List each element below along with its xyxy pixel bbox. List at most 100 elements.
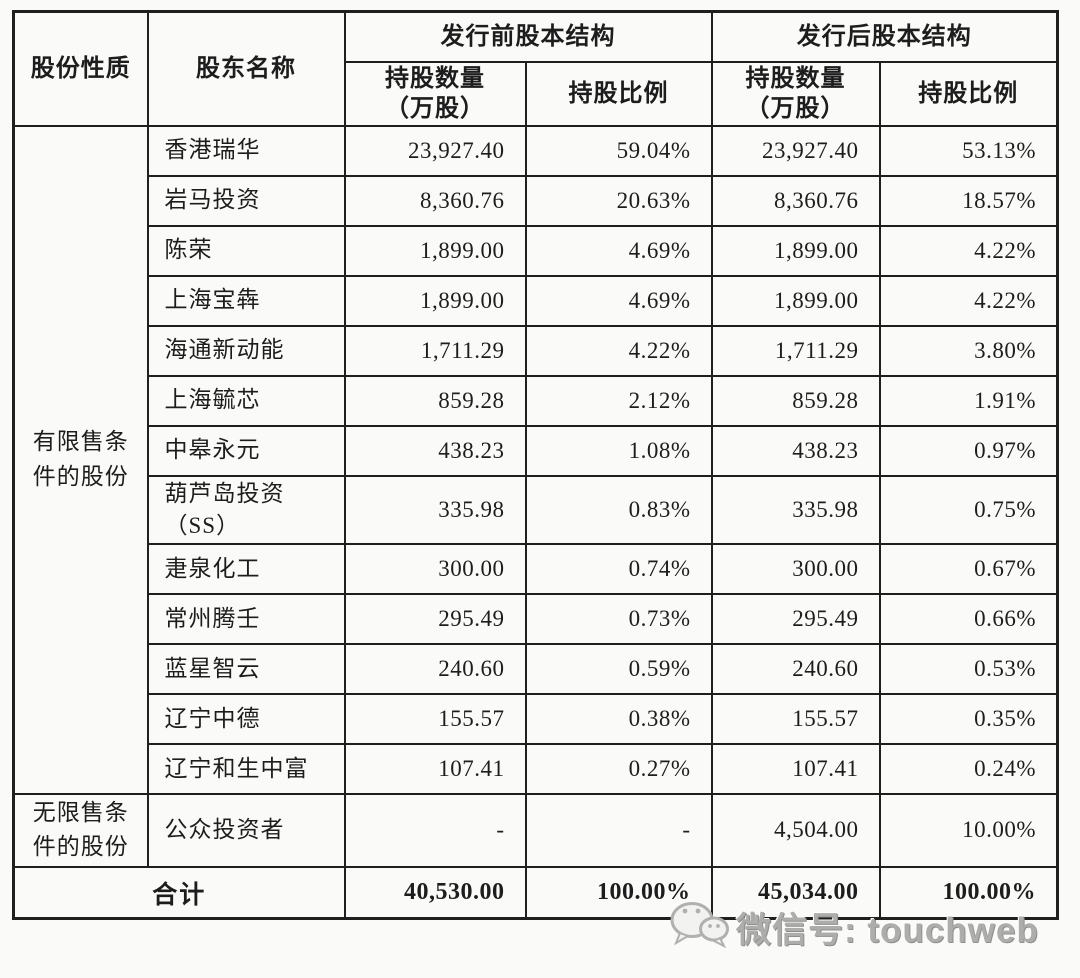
- header-pre-pct: 持股比例: [524, 60, 713, 127]
- table-row: 辽宁和生中富 107.41 0.27% 107.41 0.24%: [14, 742, 1059, 795]
- share-structure-table: 股份性质 股东名称 发行前股本结构 发行后股本结构 持股数量 （万股） 持股比例…: [12, 10, 1059, 921]
- pre-pct-cell: 0.59%: [524, 642, 713, 695]
- pre-pct-cell: 0.38%: [524, 692, 713, 745]
- pre-qty-cell: 8,360.76: [343, 174, 527, 227]
- shareholder-name-cell: 上海毓芯: [146, 374, 346, 427]
- shareholder-name-cell: 香港瑞华: [146, 124, 346, 177]
- total-row: 合计 40,530.00 100.00% 45,034.00 100.00%: [12, 865, 1059, 920]
- pre-qty-cell: 23,927.40: [343, 124, 527, 177]
- post-pct-cell: 0.24%: [878, 742, 1059, 795]
- post-pct-cell: 0.53%: [878, 642, 1059, 695]
- shareholder-name-cell: 蓝星智云: [146, 642, 346, 695]
- table-row: 葫芦岛投资 （SS） 335.98 0.83% 335.98 0.75%: [14, 474, 1059, 545]
- table-footer: 合计 40,530.00 100.00% 45,034.00 100.00%: [12, 865, 1059, 920]
- table-row: 上海毓芯 859.28 2.12% 859.28 1.91%: [14, 374, 1059, 427]
- wechat-icon: [668, 896, 730, 959]
- post-qty-cell: 300.00: [710, 542, 881, 595]
- total-post-pct-cell: 100.00%: [878, 865, 1059, 920]
- watermark-text: 微信号: touchweb: [736, 911, 1039, 950]
- post-pct-cell: 0.35%: [878, 692, 1059, 745]
- post-qty-cell: 859.28: [710, 374, 881, 427]
- pre-qty-cell: 295.49: [343, 592, 527, 645]
- post-qty-cell: 240.60: [710, 642, 881, 695]
- pre-qty-cell: 240.60: [343, 642, 527, 695]
- post-qty-cell: 1,711.29: [710, 324, 881, 377]
- post-qty-cell: 1,899.00: [710, 224, 881, 277]
- pre-pct-cell: 0.73%: [524, 592, 713, 645]
- post-pct-cell: 10.00%: [878, 792, 1059, 868]
- shareholder-name-cell: 常州腾壬: [146, 592, 346, 645]
- pre-qty-cell: 859.28: [343, 374, 527, 427]
- post-pct-cell: 4.22%: [878, 224, 1059, 277]
- post-pct-cell: 4.22%: [878, 274, 1059, 327]
- pre-qty-cell: 1,899.00: [343, 224, 527, 277]
- post-qty-cell: 1,899.00: [710, 274, 881, 327]
- pre-pct-cell: 2.12%: [524, 374, 713, 427]
- pre-qty-cell: 107.41: [343, 742, 527, 795]
- header-post-qty: 持股数量 （万股）: [710, 60, 881, 127]
- total-post-qty-cell: 45,034.00: [710, 865, 881, 920]
- header-pre-qty: 持股数量 （万股）: [343, 60, 527, 127]
- total-pre-qty-cell: 40,530.00: [343, 865, 527, 920]
- table-row: 中皋永元 438.23 1.08% 438.23 0.97%: [14, 424, 1059, 477]
- pre-qty-cell: 1,711.29: [343, 324, 527, 377]
- pre-pct-cell: 4.69%: [524, 274, 713, 327]
- table-row: 陈荣 1,899.00 4.69% 1,899.00 4.22%: [14, 224, 1059, 277]
- post-pct-cell: 18.57%: [878, 174, 1059, 227]
- post-pct-cell: 0.97%: [878, 424, 1059, 477]
- post-pct-cell: 3.80%: [878, 324, 1059, 377]
- total-label-cell: 合计: [12, 865, 346, 920]
- pre-pct-cell: 1.08%: [524, 424, 713, 477]
- pre-qty-cell: 300.00: [343, 542, 527, 595]
- post-qty-cell: 4,504.00: [710, 792, 881, 868]
- table-row: 无限售条 件的股份 公众投资者 - - 4,504.00 10.00%: [12, 792, 1059, 868]
- table-row: 海通新动能 1,711.29 4.22% 1,711.29 3.80%: [14, 324, 1059, 377]
- pre-qty-cell: 155.57: [343, 692, 527, 745]
- post-qty-cell: 295.49: [710, 592, 881, 645]
- pre-pct-cell: -: [524, 792, 713, 868]
- table-row: 蓝星智云 240.60 0.59% 240.60 0.53%: [14, 642, 1059, 695]
- wechat-watermark: 微信号: touchweb: [668, 896, 1039, 959]
- post-pct-cell: 53.13%: [878, 124, 1059, 177]
- pre-pct-cell: 0.74%: [524, 542, 713, 595]
- share-nature-group-cell: 有限售条 件的股份: [12, 124, 149, 795]
- table-row: 上海宝犇 1,899.00 4.69% 1,899.00 4.22%: [14, 274, 1059, 327]
- header-post-pct: 持股比例: [878, 60, 1059, 127]
- table-row: 岩马投资 8,360.76 20.63% 8,360.76 18.57%: [14, 174, 1059, 227]
- pre-pct-cell: 0.83%: [524, 474, 713, 545]
- pre-pct-cell: 20.63%: [524, 174, 713, 227]
- post-pct-cell: 1.91%: [878, 374, 1059, 427]
- header-post-issue-group: 发行后股本结构: [710, 10, 1059, 63]
- shareholder-name-cell: 公众投资者: [146, 792, 346, 868]
- shareholder-name-cell: 疌泉化工: [146, 542, 346, 595]
- shareholder-name-cell: 陈荣: [146, 224, 346, 277]
- pre-pct-cell: 0.27%: [524, 742, 713, 795]
- table-row: 辽宁中德 155.57 0.38% 155.57 0.35%: [14, 692, 1059, 745]
- post-qty-cell: 107.41: [710, 742, 881, 795]
- header-shareholder-name: 股东名称: [146, 10, 346, 127]
- share-nature-group-cell: 无限售条 件的股份: [12, 792, 149, 868]
- post-pct-cell: 0.67%: [878, 542, 1059, 595]
- header-share-nature: 股份性质: [12, 10, 149, 127]
- pre-pct-cell: 4.69%: [524, 224, 713, 277]
- shareholder-name-cell: 上海宝犇: [146, 274, 346, 327]
- post-pct-cell: 0.66%: [878, 592, 1059, 645]
- shareholder-name-cell: 辽宁中德: [146, 692, 346, 745]
- header-pre-issue-group: 发行前股本结构: [343, 10, 713, 63]
- shareholder-name-cell: 辽宁和生中富: [146, 742, 346, 795]
- post-pct-cell: 0.75%: [878, 474, 1059, 545]
- pre-pct-cell: 4.22%: [524, 324, 713, 377]
- post-qty-cell: 23,927.40: [710, 124, 881, 177]
- shareholder-name-cell: 葫芦岛投资 （SS）: [146, 474, 346, 545]
- header-row-groups: 股份性质 股东名称 发行前股本结构 发行后股本结构: [12, 10, 1059, 127]
- header-row-measures: 持股数量 （万股） 持股比例 持股数量 （万股） 持股比例: [14, 60, 1059, 127]
- pre-qty-cell: 335.98: [343, 474, 527, 545]
- pre-qty-cell: 438.23: [343, 424, 527, 477]
- pre-pct-cell: 59.04%: [524, 124, 713, 177]
- table-row: 疌泉化工 300.00 0.74% 300.00 0.67%: [14, 542, 1059, 595]
- post-qty-cell: 438.23: [710, 424, 881, 477]
- table-row: 有限售条 件的股份 香港瑞华 23,927.40 59.04% 23,927.4…: [12, 124, 1059, 795]
- post-qty-cell: 335.98: [710, 474, 881, 545]
- pre-qty-cell: 1,899.00: [343, 274, 527, 327]
- shareholder-name-cell: 海通新动能: [146, 324, 346, 377]
